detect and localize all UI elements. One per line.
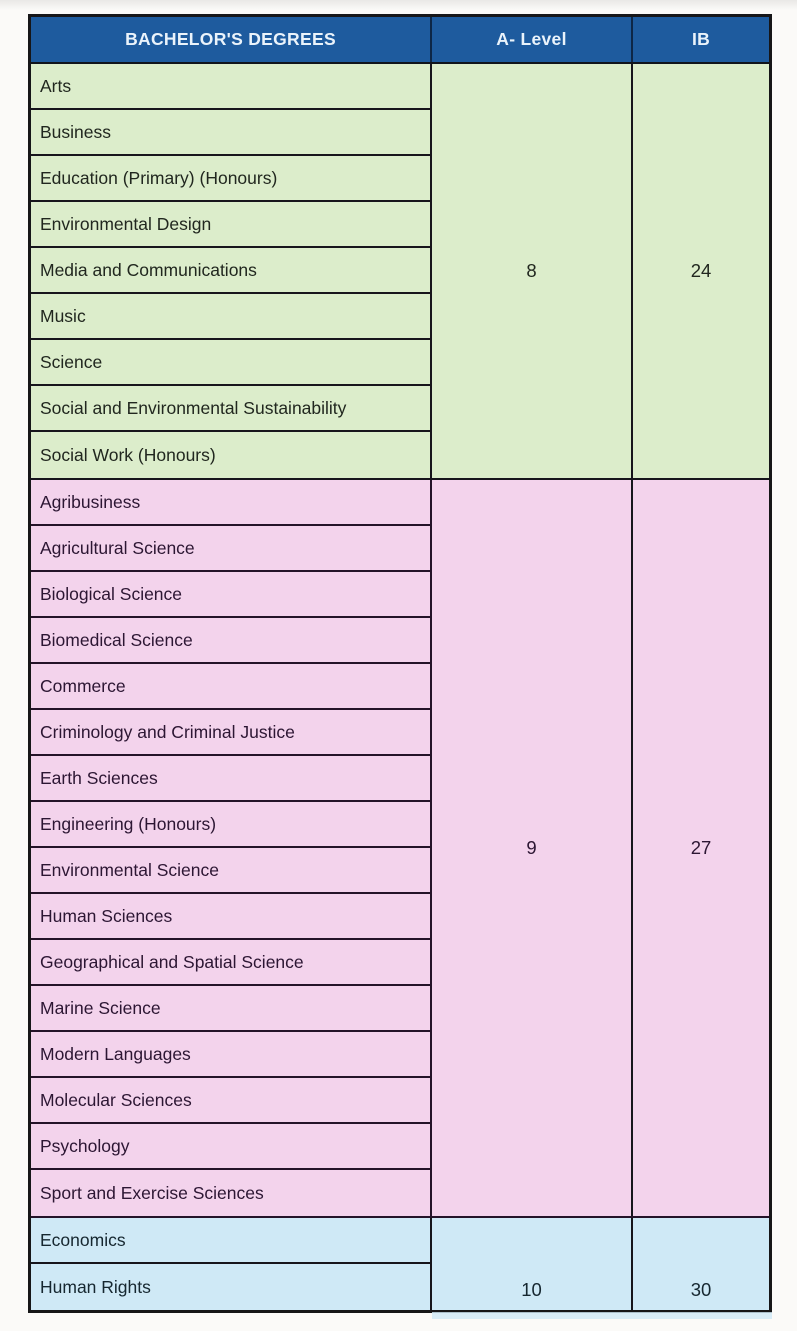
- degree-cell: Education (Primary) (Honours): [31, 156, 430, 202]
- degree-cell: Sport and Exercise Sciences: [40, 1182, 264, 1203]
- degree-list: Agribusiness Agricultural Science Biologic…: [31, 480, 432, 1216]
- degree-cell: Commerce: [31, 664, 430, 710]
- degree-cell: Psychology: [31, 1124, 430, 1170]
- a-level-value: 9: [432, 480, 633, 1216]
- section-blue: Economics Human Rights 10 30: [31, 1218, 769, 1310]
- section-green: Arts Business Education (Primary) (Honours…: [31, 64, 769, 480]
- degree-cell: Social Work (Honours): [40, 444, 216, 465]
- degree-cell: Criminology and Criminal Justice: [31, 710, 430, 756]
- degree-list: Economics Human Rights: [31, 1218, 432, 1310]
- degrees-table: BACHELOR'S DEGREES A- Level IB Arts Busin…: [28, 14, 772, 1313]
- degree-cell: Media and Communications: [31, 248, 430, 294]
- degree-cell: Engineering (Honours): [31, 802, 430, 848]
- degree-cell: Modern Languages: [31, 1032, 430, 1078]
- degree-cell: Molecular Sciences: [31, 1078, 430, 1124]
- photo-cutoff-strip: [432, 1312, 772, 1319]
- degree-list: Arts Business Education (Primary) (Honours…: [31, 64, 432, 478]
- degree-cell: Marine Science: [31, 986, 430, 1032]
- header-a-level: A- Level: [432, 17, 633, 62]
- degree-cell: Earth Sciences: [31, 756, 430, 802]
- section-pink: Agribusiness Agricultural Science Biologic…: [31, 480, 769, 1218]
- degree-cell: Science: [31, 340, 430, 386]
- degree-cell: Economics: [31, 1218, 430, 1264]
- degree-cell: Human Rights: [40, 1276, 151, 1297]
- degree-cell: Arts: [31, 64, 430, 110]
- header-bachelors-degrees: BACHELOR'S DEGREES: [31, 17, 432, 62]
- header-ib: IB: [633, 17, 769, 62]
- table-header-row: BACHELOR'S DEGREES A- Level IB: [31, 17, 769, 64]
- a-level-value: 8: [432, 64, 633, 478]
- degree-cell: Agribusiness: [31, 480, 430, 526]
- a-level-value: 10: [432, 1218, 633, 1310]
- degree-cell: Social and Environmental Sustainability: [31, 386, 430, 432]
- degree-cell: Biomedical Science: [31, 618, 430, 664]
- degree-cell: Music: [31, 294, 430, 340]
- degree-cell: Biological Science: [31, 572, 430, 618]
- degree-cell: Human Sciences: [31, 894, 430, 940]
- degree-cell: Environmental Design: [31, 202, 430, 248]
- degree-cell: Agricultural Science: [31, 526, 430, 572]
- degree-cell: Geographical and Spatial Science: [31, 940, 430, 986]
- ib-value: 24: [690, 260, 712, 281]
- degree-cell: Business: [31, 110, 430, 156]
- ib-value: 27: [690, 837, 712, 858]
- table-sections: Arts Business Education (Primary) (Honours…: [31, 64, 769, 1310]
- degree-cell: Environmental Science: [31, 848, 430, 894]
- ib-value: 30: [690, 1279, 712, 1300]
